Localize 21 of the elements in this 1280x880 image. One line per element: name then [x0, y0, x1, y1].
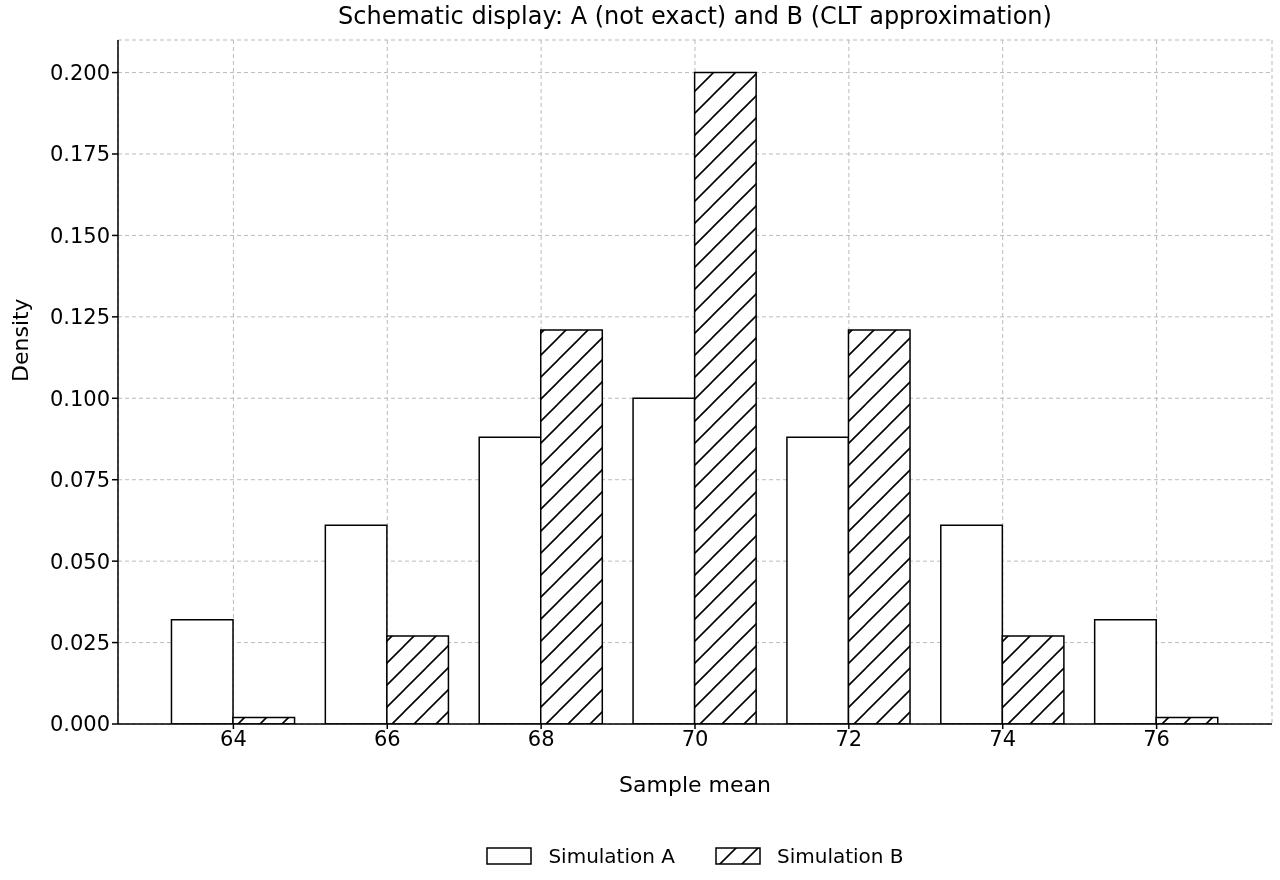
y-tick-label: 0.050 — [49, 549, 110, 574]
y-tick-label: 0.150 — [49, 223, 110, 248]
x-tick-label: 64 — [220, 726, 247, 751]
x-axis-title: Sample mean — [619, 772, 771, 797]
y-tick-label: 0.025 — [49, 631, 110, 656]
y-tick-label: 0.200 — [49, 61, 110, 86]
x-tick-label: 68 — [527, 726, 555, 751]
y-tick-label: 0.075 — [49, 468, 110, 493]
x-tick-label: 74 — [989, 726, 1017, 751]
x-tick-label: 72 — [835, 726, 863, 751]
x-tick-label: 70 — [681, 726, 709, 751]
y-tick-label: 0.175 — [49, 142, 110, 167]
y-tick-label: 0.125 — [49, 305, 110, 330]
y-tick-label: 0.100 — [49, 386, 110, 411]
y-axis-title: Density — [7, 298, 33, 382]
legend-label: Simulation A — [548, 844, 675, 868]
y-tick-label: 0.000 — [49, 712, 110, 737]
x-tick-label: 66 — [373, 726, 401, 751]
x-tick-label: 76 — [1143, 726, 1170, 751]
legend-label: Simulation B — [776, 844, 904, 868]
chart-title: Schematic display: A (not exact) and B (CLT approximation) — [337, 2, 1053, 30]
